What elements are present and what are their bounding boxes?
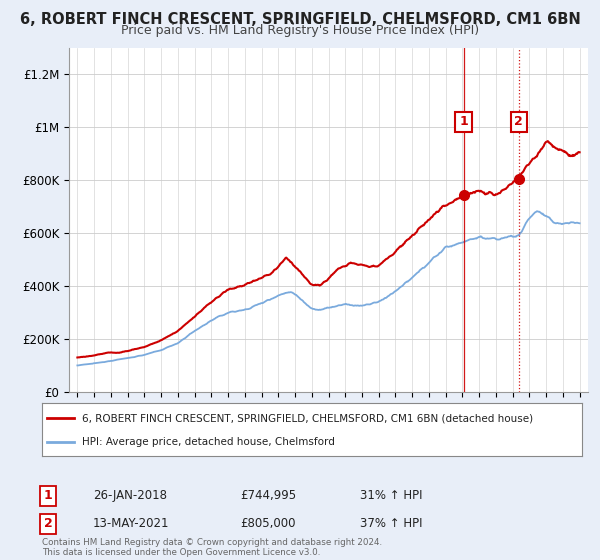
Text: 13-MAY-2021: 13-MAY-2021 bbox=[93, 517, 170, 530]
Text: 1: 1 bbox=[44, 489, 52, 502]
Text: £805,000: £805,000 bbox=[240, 517, 296, 530]
Text: HPI: Average price, detached house, Chelmsford: HPI: Average price, detached house, Chel… bbox=[83, 436, 335, 446]
Text: 26-JAN-2018: 26-JAN-2018 bbox=[93, 489, 167, 502]
Text: 1: 1 bbox=[459, 115, 468, 128]
Text: Contains HM Land Registry data © Crown copyright and database right 2024.
This d: Contains HM Land Registry data © Crown c… bbox=[42, 538, 382, 557]
Text: 6, ROBERT FINCH CRESCENT, SPRINGFIELD, CHELMSFORD, CM1 6BN (detached house): 6, ROBERT FINCH CRESCENT, SPRINGFIELD, C… bbox=[83, 413, 533, 423]
Text: £744,995: £744,995 bbox=[240, 489, 296, 502]
Text: 2: 2 bbox=[44, 517, 52, 530]
Text: 2: 2 bbox=[514, 115, 523, 128]
Text: 6, ROBERT FINCH CRESCENT, SPRINGFIELD, CHELMSFORD, CM1 6BN: 6, ROBERT FINCH CRESCENT, SPRINGFIELD, C… bbox=[20, 12, 580, 27]
Text: Price paid vs. HM Land Registry's House Price Index (HPI): Price paid vs. HM Land Registry's House … bbox=[121, 24, 479, 37]
Text: 37% ↑ HPI: 37% ↑ HPI bbox=[360, 517, 422, 530]
Text: 31% ↑ HPI: 31% ↑ HPI bbox=[360, 489, 422, 502]
